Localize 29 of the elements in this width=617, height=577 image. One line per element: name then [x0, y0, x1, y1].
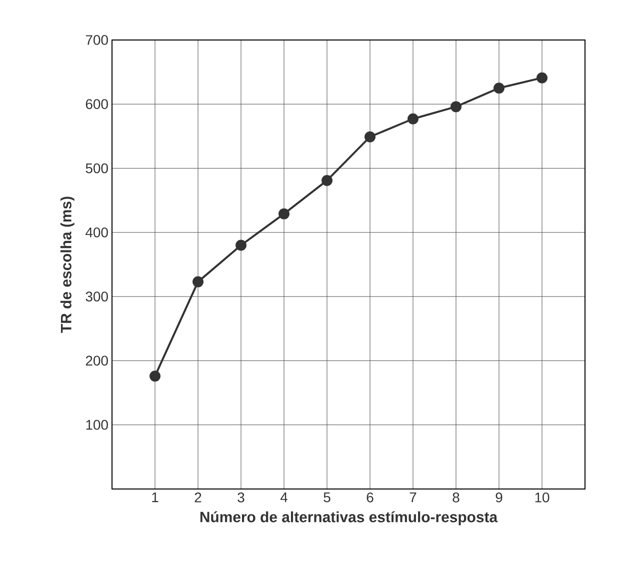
x-tick-label: 6 — [366, 492, 374, 502]
y-axis-title: TR de escolha (ms) — [60, 196, 74, 333]
y-tick-label: 400 — [86, 227, 108, 238]
y-tick-label: 300 — [86, 292, 108, 302]
point — [450, 101, 462, 112]
x-tick-label: 1 — [152, 492, 158, 502]
y-tick-label: 700 — [86, 35, 108, 45]
y-tick-label: 100 — [86, 420, 108, 430]
y-tick-label: 200 — [86, 356, 108, 366]
point — [494, 82, 505, 94]
point — [236, 240, 247, 251]
x-tick-label: 2 — [194, 492, 202, 502]
x-tick-label: 9 — [496, 492, 502, 502]
x-tick-label: 5 — [324, 492, 330, 502]
point — [364, 131, 376, 142]
point — [192, 276, 204, 288]
x-tick-label: 7 — [410, 492, 416, 502]
x-axis-title: Número de alternativas estímulo-resposta — [200, 511, 498, 526]
point — [278, 208, 290, 220]
y-tick-label: 600 — [86, 99, 108, 110]
point — [150, 370, 161, 382]
x-tick-label: 10 — [535, 492, 550, 502]
point — [322, 174, 333, 186]
x-tick-label: 8 — [452, 492, 460, 502]
y-tick-label: 500 — [86, 163, 108, 174]
point — [408, 113, 419, 124]
point — [536, 72, 548, 84]
x-tick-label: 3 — [238, 492, 244, 502]
x-tick-label: 4 — [280, 492, 288, 502]
